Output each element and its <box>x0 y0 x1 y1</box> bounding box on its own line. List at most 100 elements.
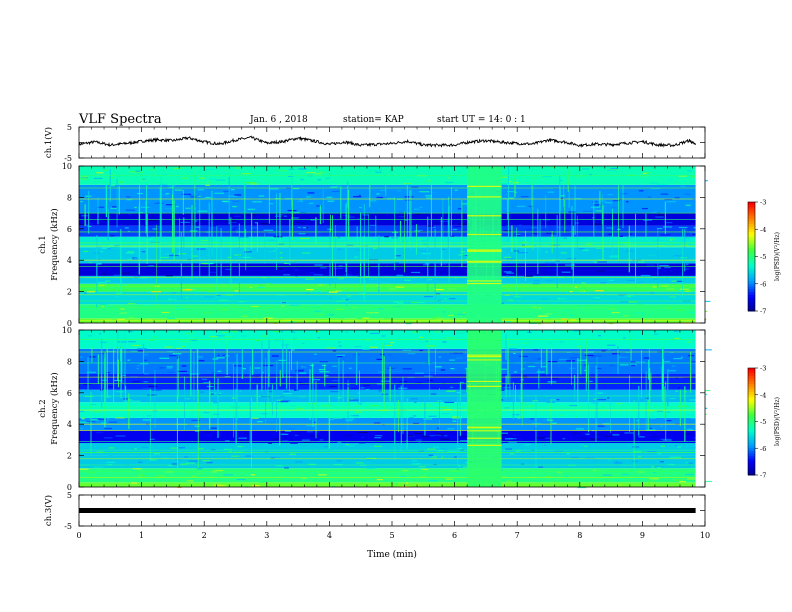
ch1-speckle <box>127 258 133 260</box>
ch1-speckle <box>356 243 360 245</box>
ch2-speckle <box>318 369 326 371</box>
ch2-colorbar-cell <box>748 408 755 412</box>
ch2-speckle <box>415 439 423 441</box>
ch2-speckle <box>580 342 585 344</box>
ch2-speckle <box>147 441 151 443</box>
ch2-colorbar-tick-label: -7 <box>760 472 766 480</box>
ch2-speckle <box>373 422 381 424</box>
ch2-speckle <box>552 377 560 380</box>
ch1-speckle <box>379 169 382 171</box>
start-time-label: start UT = 14: 0 : 1 <box>437 115 526 125</box>
ch1-colorbar-cell <box>748 281 755 285</box>
ch1-speckle <box>590 206 600 208</box>
ch2-speckle <box>330 339 337 341</box>
ch2-speckle <box>282 407 286 409</box>
ch1-speckle <box>506 299 514 301</box>
ch2-speckle <box>212 358 219 360</box>
ch1-speckle <box>97 246 102 248</box>
ch2-speckle <box>400 457 410 459</box>
ch1-speckle <box>148 238 154 240</box>
ch2-speckle <box>541 366 547 368</box>
ch1-speckle <box>298 233 306 235</box>
ch1-speckle <box>346 216 355 218</box>
ch2-speckle <box>570 357 580 359</box>
ch1-speckle <box>370 224 376 227</box>
ch1-speckle <box>532 282 540 285</box>
ch2-speckle <box>290 405 296 407</box>
ch1-speckle <box>359 206 363 209</box>
ch2-speckle <box>596 436 601 438</box>
ch1-speckle <box>521 244 526 246</box>
ch1-speckle <box>641 207 648 210</box>
ch1-speckle <box>529 267 533 269</box>
ch1-speckle <box>193 223 198 226</box>
ch2-speckle <box>171 463 178 465</box>
ch2-speckle <box>452 420 457 422</box>
ch2-speckle <box>690 361 697 363</box>
ch2-speckle <box>439 438 450 440</box>
ch3-y-tick-label: 5 <box>67 491 72 500</box>
ch2-speckle <box>596 424 603 426</box>
ch2-speckle <box>629 377 633 379</box>
ch1-speckle <box>268 232 276 234</box>
ch2-colorbar-cell <box>748 418 755 422</box>
ch1-speckle <box>454 189 458 191</box>
ch2-speckle <box>632 446 640 448</box>
ch2-speckle <box>366 458 372 461</box>
ch1-speckle <box>460 251 466 253</box>
ch1-speckle <box>147 219 157 222</box>
ch1-speckle <box>232 219 237 221</box>
ch1-speckle <box>611 312 620 314</box>
ch2-speckle <box>645 397 649 399</box>
ch1-speckle <box>542 175 553 178</box>
ch2-speckle <box>407 435 414 437</box>
ch2-speckle <box>308 463 316 465</box>
ch1-speckle <box>128 213 132 216</box>
ch2-speckle <box>163 370 167 373</box>
ch1-speckle <box>593 204 601 206</box>
ch2-speckle <box>338 341 341 343</box>
ch1-speckle <box>135 170 141 172</box>
ch2-colorbar-cell <box>748 445 755 449</box>
ch1-speckle <box>521 246 532 248</box>
ch2-speckle <box>191 419 200 422</box>
ch2-speckle <box>521 463 524 465</box>
ch2-speckle <box>582 433 587 435</box>
ch1-colorbar-cell <box>748 242 755 247</box>
ch2-speckle <box>355 411 362 413</box>
ch1-speckle <box>302 227 307 229</box>
ch1-speckle <box>271 237 278 239</box>
ch1-speckle <box>233 286 242 288</box>
ch2-speckle <box>427 379 433 382</box>
ch2-speckle <box>188 460 199 462</box>
ch1-speckle <box>93 177 103 179</box>
ch1-speckle <box>672 271 678 273</box>
ch1-speckle <box>334 308 345 310</box>
ch2-speckle <box>660 461 664 463</box>
ch2-speckle <box>252 349 255 351</box>
ch1-speckle <box>423 295 433 298</box>
ch2-speckle <box>217 393 221 395</box>
ch1-speckle <box>210 241 218 243</box>
ch1-speckle <box>152 266 156 268</box>
ch1-speckle <box>662 310 667 312</box>
ch2-colorbar-cell <box>748 394 755 398</box>
ch1-speckle <box>373 247 380 249</box>
ch2-speckle <box>580 444 585 446</box>
ch1-speckle <box>449 298 456 300</box>
ch1-speckle <box>315 173 322 175</box>
ch1-speckle <box>549 269 559 271</box>
ch1-speckle <box>101 305 104 308</box>
ch1-speckle <box>312 290 322 292</box>
ch1-speckle <box>162 173 168 176</box>
ch1-speckle <box>288 168 295 171</box>
ch1-speckle <box>238 301 245 303</box>
ch1-speckle <box>609 255 619 257</box>
ch2-colorbar-cell <box>748 461 755 465</box>
ch1-speckle <box>422 243 427 245</box>
ch2-speckle <box>374 437 382 439</box>
ch1-speckle <box>531 314 536 316</box>
ch1-speckle <box>420 250 429 252</box>
ch2-speckle <box>176 347 181 350</box>
ch1-speckle <box>173 167 182 169</box>
